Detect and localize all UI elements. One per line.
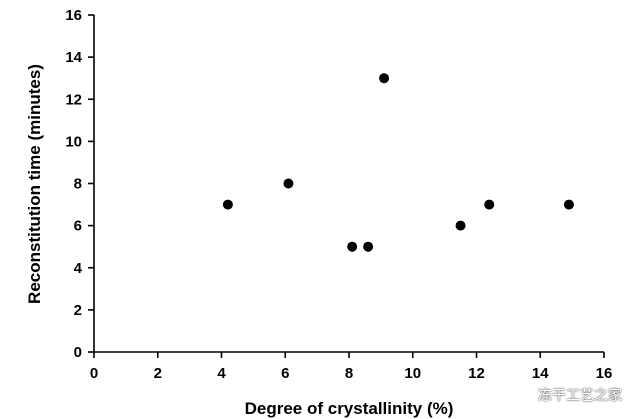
data-points [222,73,574,252]
y-tick-label: 16 [65,7,82,24]
x-tick-label: 10 [404,365,421,382]
x-tick-label: 8 [345,365,353,382]
wechat-icon [516,387,534,402]
y-tick-label: 0 [74,344,82,361]
data-point [455,220,466,231]
data-point [347,241,358,252]
data-point [379,73,390,84]
y-tick-label: 12 [65,91,82,108]
x-tick-label: 12 [468,365,485,382]
x-ticks: 0 2 4 6 8 10 12 14 16 [90,352,613,382]
y-ticks: 0 2 4 6 8 10 12 14 16 [65,7,94,361]
x-tick-label: 14 [532,365,549,382]
data-point [283,178,294,189]
x-tick-label: 0 [90,365,98,382]
y-tick-label: 10 [65,133,82,150]
data-point [484,199,495,210]
y-tick-label: 8 [74,176,82,193]
x-tick-label: 2 [154,365,162,382]
data-point [222,199,233,210]
x-tick-label: 6 [281,365,289,382]
x-tick-label: 4 [217,365,226,382]
watermark: 冻干工艺之家 [516,385,622,405]
y-axis-title: Reconstitution time (minutes) [25,64,44,304]
x-axis-title: Degree of crystallinity (%) [245,399,454,418]
y-tick-label: 6 [74,218,82,235]
y-tick-label: 4 [74,260,83,277]
y-tick-label: 2 [74,302,82,319]
watermark-text: 冻干工艺之家 [538,388,622,404]
x-tick-label: 16 [596,365,613,382]
data-point [363,241,374,252]
y-tick-label: 14 [65,49,82,66]
data-point [563,199,574,210]
